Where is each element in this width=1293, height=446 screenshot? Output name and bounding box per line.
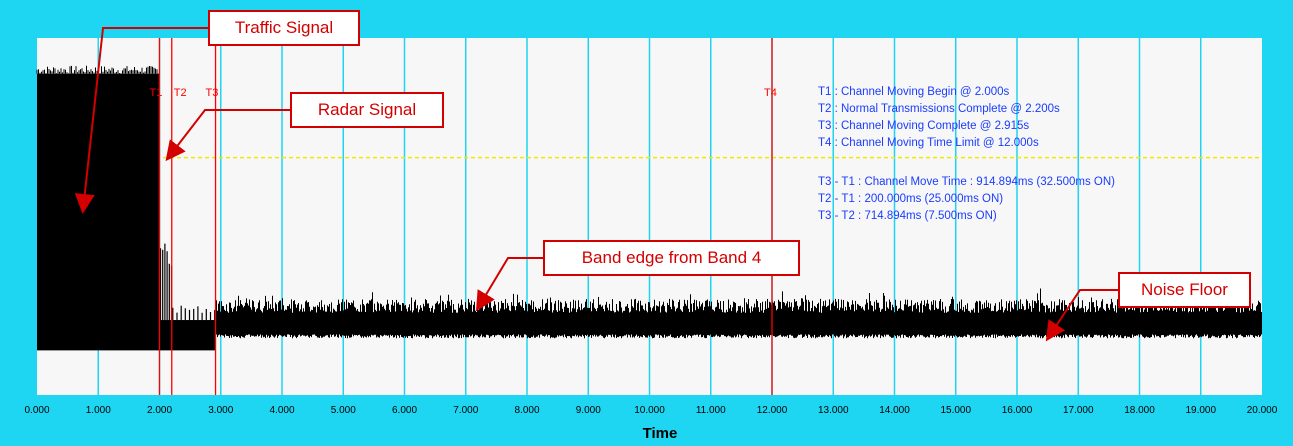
x-tick-label: 10.000 xyxy=(634,405,665,416)
x-tick-label: 6.000 xyxy=(392,405,417,416)
x-tick-label: 14.000 xyxy=(879,405,910,416)
x-tick-label: 4.000 xyxy=(269,405,294,416)
x-tick-label: 12.000 xyxy=(757,405,788,416)
x-tick-label: 19.000 xyxy=(1185,405,1216,416)
marker-label-t4: T4 xyxy=(764,87,777,99)
annotation-text: T3 : Channel Moving Complete @ 2.915s xyxy=(818,120,1029,132)
callout-radar-signal: Radar Signal xyxy=(290,92,444,128)
arrow-radar-signal xyxy=(165,109,290,162)
x-tick-label: 16.000 xyxy=(1002,405,1033,416)
x-tick-label: 7.000 xyxy=(453,405,478,416)
arrow-band-edge xyxy=(475,257,543,312)
x-tick-label: 9.000 xyxy=(576,405,601,416)
marker-label-t1: T1 xyxy=(150,87,163,99)
trace-segment xyxy=(172,305,216,321)
annotation-text: T2 : Normal Transmissions Complete @ 2.2… xyxy=(818,103,1060,115)
x-tick-label: 0.000 xyxy=(24,405,49,416)
annotation-text: T3 - T2 : 714.894ms (7.500ms ON) xyxy=(818,210,997,222)
x-tick-label: 3.000 xyxy=(208,405,233,416)
arrow-traffic-signal xyxy=(74,27,208,214)
callout-band-edge: Band edge from Band 4 xyxy=(543,240,800,276)
trace-segment xyxy=(171,320,216,351)
x-tick-label: 8.000 xyxy=(514,405,539,416)
x-tick-label: 15.000 xyxy=(940,405,971,416)
x-tick-label: 20.000 xyxy=(1247,405,1278,416)
trace-segment xyxy=(159,243,173,321)
annotation-text: T4 : Channel Moving Time Limit @ 12.000s xyxy=(818,137,1039,149)
x-tick-label: 18.000 xyxy=(1124,405,1155,416)
x-tick-label: 1.000 xyxy=(86,405,111,416)
annotation-text: T3 - T1 : Channel Move Time : 914.894ms … xyxy=(818,176,1115,188)
callout-noise-floor: Noise Floor xyxy=(1118,272,1251,308)
x-tick-label: 17.000 xyxy=(1063,405,1094,416)
trace-segment xyxy=(159,320,172,351)
annotation-text: T2 - T1 : 200.000ms (25.000ms ON) xyxy=(818,193,1003,205)
annotation-text: T1 : Channel Moving Begin @ 2.000s xyxy=(818,86,1010,98)
trace-segment xyxy=(37,73,160,351)
x-tick-label: 2.000 xyxy=(147,405,172,416)
marker-label-t3: T3 xyxy=(206,87,219,99)
x-tick-label: 11.000 xyxy=(696,405,726,416)
x-tick-label: 13.000 xyxy=(818,405,849,416)
arrow-noise-floor xyxy=(1045,289,1118,342)
x-tick-label: 5.000 xyxy=(331,405,356,416)
callout-traffic-signal: Traffic Signal xyxy=(208,10,360,46)
trace-segment xyxy=(36,65,159,74)
marker-label-t2: T2 xyxy=(174,87,187,99)
x-axis-label: Time xyxy=(643,425,678,442)
